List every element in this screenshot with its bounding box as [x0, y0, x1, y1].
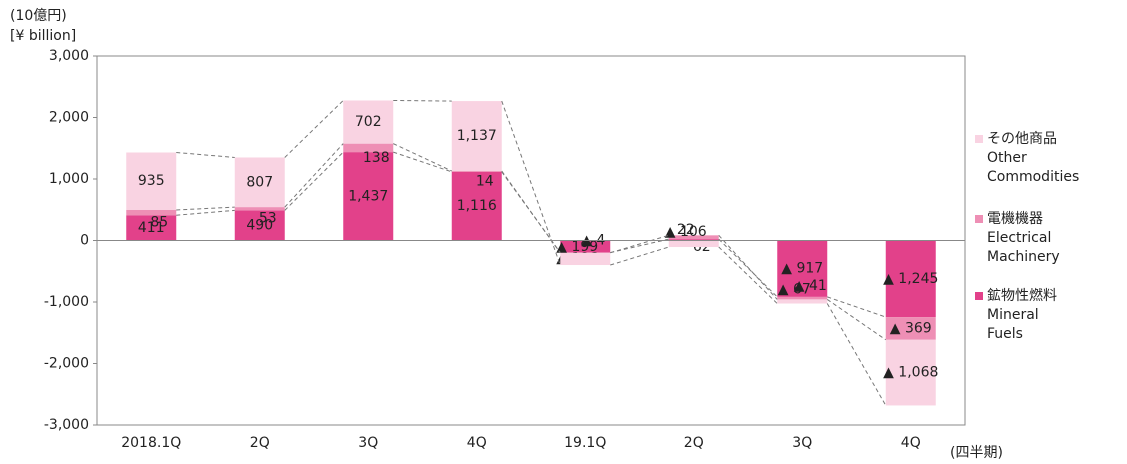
value-label: 22 [677, 222, 695, 238]
bar-segment [885, 240, 936, 318]
y-tick-label: -1,000 [44, 294, 89, 310]
value-label: 490 [246, 217, 273, 233]
legend-entry: 電機機器 Electrical Machinery [975, 210, 1060, 267]
connector [610, 246, 669, 266]
x-tick-label: 3Q [792, 435, 812, 451]
value-label: ▲ 41 [794, 278, 827, 294]
connector [827, 296, 886, 318]
value-label: 935 [138, 173, 165, 189]
value-label: ▲ 369 [890, 320, 932, 336]
y-tick-label: 0 [80, 233, 89, 249]
value-label: 1,116 [457, 198, 497, 214]
connector [176, 209, 235, 216]
y-axis-label: (10億円) [10, 8, 67, 24]
value-label: 411 [138, 220, 165, 236]
value-label: ▲ 917 [781, 261, 823, 277]
bar-segment [234, 210, 285, 241]
connector [826, 303, 887, 406]
connector [393, 151, 452, 173]
connector [501, 100, 561, 266]
value-label: 1,437 [348, 188, 388, 204]
connector [284, 143, 344, 208]
bar-segment [560, 240, 611, 253]
legend-label: その他商品 Other Commodities [987, 131, 1080, 185]
value-label: 702 [355, 114, 382, 130]
bar-segment [777, 240, 828, 297]
legend-swatch [975, 292, 983, 300]
value-label: ▲ 106 [665, 224, 707, 240]
connector [718, 234, 778, 300]
value-label: 807 [246, 174, 273, 190]
bar-segment [668, 235, 719, 240]
bar-segment [885, 317, 936, 340]
value-label: 1,137 [457, 128, 497, 144]
bar-segment [343, 143, 394, 153]
value-label: 53 [259, 211, 277, 227]
connector [393, 99, 452, 102]
bar-segment [451, 171, 502, 172]
value-label: ▲ 1,245 [883, 271, 938, 287]
bar-segment [885, 339, 936, 406]
connector [826, 299, 887, 341]
value-label: 85 [150, 215, 168, 231]
x-tick-label: 4Q [467, 435, 487, 451]
value-label: ▲ 67 [778, 281, 811, 297]
bar-segment [560, 252, 611, 266]
legend-swatch [975, 215, 983, 223]
connector [284, 151, 344, 211]
legend-entry: その他商品 Other Commodities [975, 130, 1079, 187]
y-axis-label: [¥ billion] [10, 28, 76, 44]
bar-segment [777, 296, 828, 300]
bar-segment [126, 209, 177, 216]
bar-segment [234, 157, 285, 208]
bar-segment [343, 152, 394, 241]
value-label: ▲ 199 [556, 239, 598, 255]
x-tick-label: 2Q [250, 435, 270, 451]
bar-segment [451, 101, 502, 172]
y-tick-label: 2,000 [49, 110, 89, 126]
y-tick-label: -3,000 [44, 417, 89, 433]
bar-segment [126, 215, 177, 241]
connector [393, 143, 452, 172]
y-tick-label: 3,000 [49, 48, 89, 64]
connector [718, 246, 778, 304]
connector [176, 206, 235, 211]
connector [176, 151, 235, 158]
value-label: 138 [363, 150, 390, 166]
bar-segment [126, 152, 177, 210]
x-tick-label: 2018.1Q [121, 435, 181, 451]
connector [610, 234, 669, 254]
legend-label: 電機機器 Electrical Machinery [987, 211, 1060, 265]
value-label: 14 [476, 173, 494, 189]
bar-segment [451, 171, 502, 241]
y-tick-label: -2,000 [44, 356, 89, 372]
bar-segment [343, 100, 394, 144]
x-tick-label: 3Q [358, 435, 378, 451]
legend-entry: 鉱物性燃料 Mineral Fuels [975, 287, 1057, 344]
bar-segment [234, 207, 285, 211]
value-label: ▲ 1,068 [883, 365, 938, 381]
x-tick-label: 2Q [684, 435, 704, 451]
y-tick-label: 1,000 [49, 171, 89, 187]
bar-segment [668, 240, 719, 248]
legend-swatch [975, 135, 983, 143]
x-tick-label: 19.1Q [564, 435, 606, 451]
connector [284, 100, 344, 158]
x-axis-label: (四半期) [950, 445, 1003, 461]
connector [501, 170, 561, 254]
x-tick-label: 4Q [901, 435, 921, 451]
bar-segment [668, 239, 719, 241]
bar-segment [777, 299, 828, 304]
legend-label: 鉱物性燃料 Mineral Fuels [987, 288, 1057, 342]
